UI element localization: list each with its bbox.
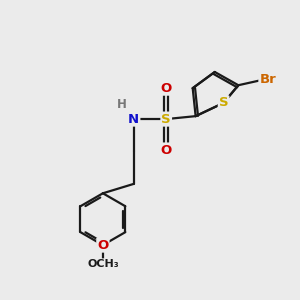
- Text: S: S: [219, 96, 228, 110]
- Text: O: O: [160, 143, 172, 157]
- Text: N: N: [128, 112, 140, 126]
- Text: H: H: [117, 98, 127, 111]
- Text: O: O: [160, 82, 172, 95]
- Text: Br: Br: [260, 73, 276, 86]
- Text: S: S: [161, 112, 171, 126]
- Text: O: O: [97, 238, 109, 252]
- Text: OCH₃: OCH₃: [87, 259, 119, 269]
